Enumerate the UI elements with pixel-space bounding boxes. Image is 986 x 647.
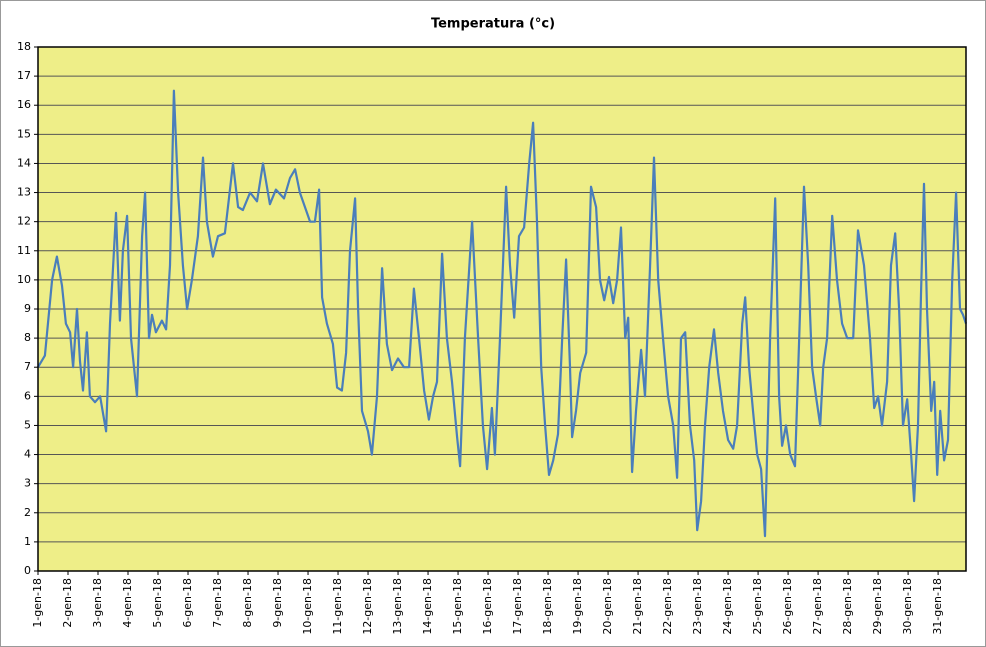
y-tick-label: 10	[17, 273, 31, 286]
x-tick-label: 12-gen-18	[361, 578, 374, 635]
y-tick-label: 9	[24, 302, 31, 315]
x-tick-label: 3-gen-18	[91, 578, 104, 628]
y-tick-label: 15	[17, 127, 31, 140]
x-tick-label: 24-gen-18	[721, 578, 734, 635]
y-tick-label: 17	[17, 69, 31, 82]
x-tick-label: 2-gen-18	[61, 578, 74, 628]
x-tick-label: 22-gen-18	[661, 578, 674, 635]
x-tick-label: 13-gen-18	[391, 578, 404, 635]
x-tick-label: 6-gen-18	[181, 578, 194, 628]
y-tick-label: 0	[24, 564, 31, 577]
chart-title: Temperatura (°c)	[431, 17, 555, 32]
y-tick-label: 7	[24, 360, 31, 373]
y-tick-label: 4	[24, 448, 31, 461]
x-tick-label: 14-gen-18	[421, 578, 434, 635]
x-tick-label: 20-gen-18	[601, 578, 614, 635]
x-tick-label: 30-gen-18	[901, 578, 914, 635]
data-line	[37, 89, 968, 538]
x-tick-label: 21-gen-18	[631, 578, 644, 635]
y-tick-label: 2	[24, 506, 31, 519]
x-tick-label: 19-gen-18	[571, 578, 584, 635]
y-tick-label: 6	[24, 389, 31, 402]
x-tick-label: 28-gen-18	[841, 578, 854, 635]
y-tick-label: 1	[24, 535, 31, 548]
x-tick-label: 18-gen-18	[541, 578, 554, 635]
x-tick-label: 1-gen-18	[31, 578, 44, 628]
y-tick-label: 8	[24, 331, 31, 344]
x-tick-label: 4-gen-18	[121, 578, 134, 628]
y-tick-label: 14	[17, 156, 31, 169]
x-tick-label: 31-gen-18	[931, 578, 944, 635]
x-tick-label: 16-gen-18	[481, 578, 494, 635]
x-tick-label: 27-gen-18	[811, 578, 824, 635]
x-tick-label: 10-gen-18	[301, 578, 314, 635]
x-tick-label: 23-gen-18	[691, 578, 704, 635]
x-tick-label: 25-gen-18	[751, 578, 764, 635]
x-tick-label: 26-gen-18	[781, 578, 794, 635]
x-tick-label: 7-gen-18	[211, 578, 224, 628]
y-tick-label: 11	[17, 244, 31, 257]
x-tick-label: 15-gen-18	[451, 578, 464, 635]
x-tick-label: 9-gen-18	[271, 578, 284, 628]
x-tick-label: 29-gen-18	[871, 578, 884, 635]
y-tick-label: 16	[17, 98, 31, 111]
x-tick-label: 8-gen-18	[241, 578, 254, 628]
x-tick-label: 17-gen-18	[511, 578, 524, 635]
y-tick-label: 12	[17, 215, 31, 228]
x-tick-label: 11-gen-18	[331, 578, 344, 635]
y-tick-label: 13	[17, 186, 31, 199]
y-tick-label: 18	[17, 40, 31, 53]
x-tick-label: 5-gen-18	[151, 578, 164, 628]
y-tick-label: 5	[24, 418, 31, 431]
y-tick-label: 3	[24, 477, 31, 490]
